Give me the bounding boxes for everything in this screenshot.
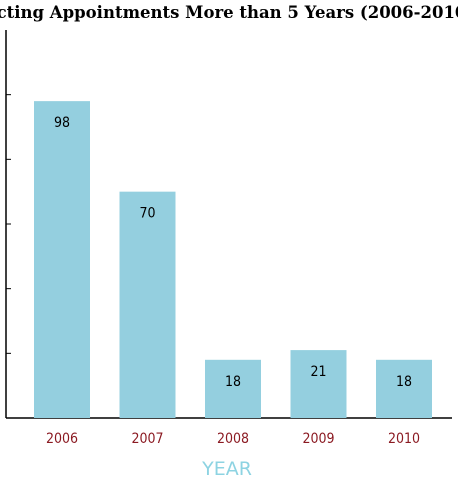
value-label-2006: 98 <box>54 115 70 131</box>
value-label-2009: 21 <box>310 364 326 380</box>
category-label-2006: 2006 <box>46 431 78 447</box>
bar-2010 <box>376 359 432 418</box>
category-label-2008: 2008 <box>217 431 249 447</box>
category-labels: 2006 2007 2008 2009 2010 <box>46 431 420 447</box>
bar-2009 <box>290 350 347 418</box>
value-labels: 98 70 18 21 18 <box>54 115 412 390</box>
bar-2008 <box>205 359 261 418</box>
value-label-2010: 18 <box>396 374 412 390</box>
bars <box>34 101 432 418</box>
value-label-2008: 18 <box>225 374 241 390</box>
y-axis-ticks <box>6 94 11 354</box>
value-label-2007: 70 <box>139 206 155 222</box>
category-label-2007: 2007 <box>131 431 163 447</box>
bar-2007 <box>119 191 176 418</box>
bar-2006 <box>34 101 90 418</box>
chart-title: Acting Appointments More than 5 Years (2… <box>0 3 458 22</box>
category-label-2009: 2009 <box>302 431 334 447</box>
x-axis-label: YEAR <box>201 458 252 480</box>
category-label-2010: 2010 <box>388 431 420 447</box>
